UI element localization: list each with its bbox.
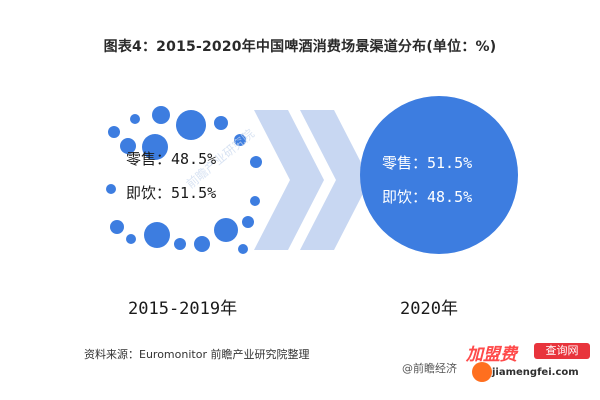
left-on-premise-label: 即饮：51.5% — [126, 184, 217, 202]
bubble — [250, 156, 262, 168]
right-retail-label: 零售：51.5% — [382, 154, 473, 172]
brand-credit: @前瞻经济 — [402, 362, 457, 375]
source-note: 资料来源：Euromonitor 前瞻产业研究院整理 — [84, 348, 310, 361]
bubble — [110, 220, 124, 234]
bubble — [130, 114, 140, 124]
bubble — [242, 216, 254, 228]
right-bubble — [360, 96, 518, 254]
bubble — [108, 126, 120, 138]
bubble — [120, 138, 136, 154]
site-badge[interactable]: 加盟费 查询网 jiamengfei.com — [466, 340, 592, 386]
bubble — [250, 196, 260, 206]
left-retail-label: 零售：48.5% — [126, 150, 217, 168]
bubble — [126, 234, 136, 244]
bubble — [142, 134, 168, 160]
right-on-premise-label: 即饮：48.5% — [382, 188, 473, 206]
bubble — [152, 106, 170, 124]
bubble — [106, 184, 116, 194]
left-bubble-cluster — [100, 98, 300, 268]
bubble — [238, 244, 248, 254]
badge-logo-icon — [472, 362, 492, 382]
left-period-label: 2015-2019年 — [128, 299, 238, 319]
bubble — [234, 134, 246, 146]
right-period-label: 2020年 — [400, 299, 458, 319]
bubble — [144, 222, 170, 248]
badge-tag: 查询网 — [534, 343, 590, 359]
bubble — [214, 218, 238, 242]
chart-title: 图表4：2015-2020年中国啤酒消费场景渠道分布(单位：%) — [103, 39, 497, 55]
chevron-arrow-icon — [254, 110, 370, 250]
bubble — [194, 236, 210, 252]
badge-url[interactable]: jiamengfei.com — [492, 367, 579, 378]
bubble — [176, 110, 206, 140]
bubble — [174, 238, 186, 250]
badge-title: 加盟费 — [466, 345, 517, 365]
bubble — [214, 116, 228, 130]
